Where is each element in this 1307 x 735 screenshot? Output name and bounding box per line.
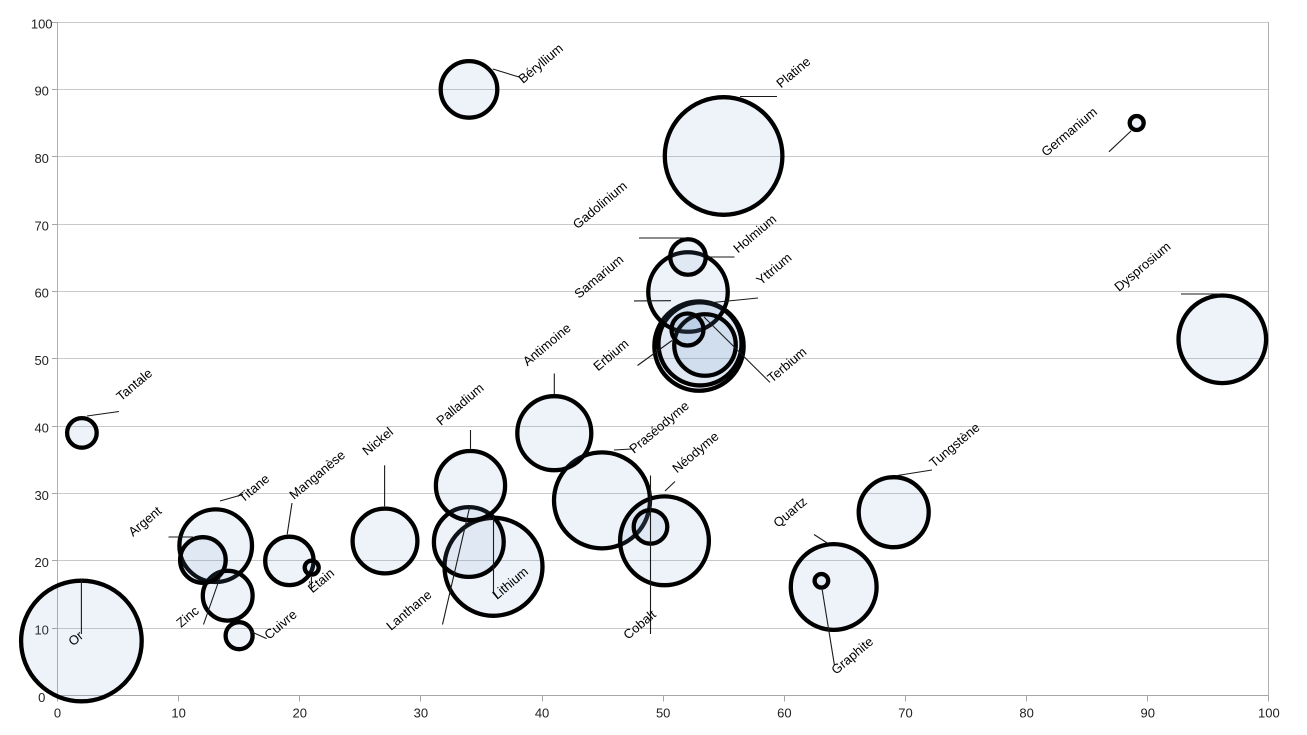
svg-text:Holmium: Holmium [730,211,779,255]
svg-text:80: 80 [34,151,48,166]
svg-text:Yttrium: Yttrium [753,250,794,288]
svg-text:90: 90 [1141,705,1155,720]
svg-text:Tungstène: Tungstène [926,420,982,471]
svg-text:Argent: Argent [125,503,164,539]
svg-text:Béryllium: Béryllium [515,40,566,86]
svg-text:Zinc: Zinc [173,603,202,631]
svg-text:Graphite: Graphite [828,634,876,678]
svg-text:Samarium: Samarium [571,252,626,302]
svg-text:100: 100 [31,16,53,31]
svg-text:Titane: Titane [235,471,272,505]
svg-text:10: 10 [34,622,48,637]
svg-text:Quartz: Quartz [770,494,810,531]
svg-text:100: 100 [1258,705,1280,720]
svg-text:10: 10 [171,705,185,720]
svg-text:80: 80 [1019,705,1033,720]
svg-text:40: 40 [34,420,48,435]
svg-text:0: 0 [54,705,61,720]
svg-text:Antimoine: Antimoine [520,320,574,369]
svg-text:Platine: Platine [773,54,813,91]
svg-text:Terbium: Terbium [764,344,809,385]
svg-text:70: 70 [34,218,48,233]
svg-text:Nickel: Nickel [359,424,396,458]
svg-text:50: 50 [656,705,670,720]
svg-text:70: 70 [898,705,912,720]
svg-text:Néodyme: Néodyme [669,429,721,476]
svg-text:60: 60 [34,286,48,301]
svg-text:30: 30 [414,705,428,720]
svg-text:Germanium: Germanium [1038,104,1100,159]
svg-text:Manganèse: Manganèse [286,447,348,502]
svg-text:Dysprosium: Dysprosium [1111,239,1173,295]
svg-text:20: 20 [293,705,307,720]
svg-text:40: 40 [535,705,549,720]
svg-text:Praséodyme: Praséodyme [626,398,692,456]
svg-text:50: 50 [34,353,48,368]
svg-text:90: 90 [34,84,48,99]
svg-text:0: 0 [38,690,45,705]
svg-text:Palladium: Palladium [433,380,486,428]
svg-text:Erbium: Erbium [590,336,631,374]
svg-text:Cuivre: Cuivre [261,607,299,643]
svg-text:Gadolinium: Gadolinium [570,178,630,232]
svg-text:Lanthane: Lanthane [383,587,434,633]
svg-text:Cobalt: Cobalt [620,606,659,642]
svg-text:20: 20 [34,555,48,570]
svg-text:30: 30 [34,488,48,503]
svg-text:Tantale: Tantale [113,365,155,403]
svg-text:60: 60 [777,705,791,720]
